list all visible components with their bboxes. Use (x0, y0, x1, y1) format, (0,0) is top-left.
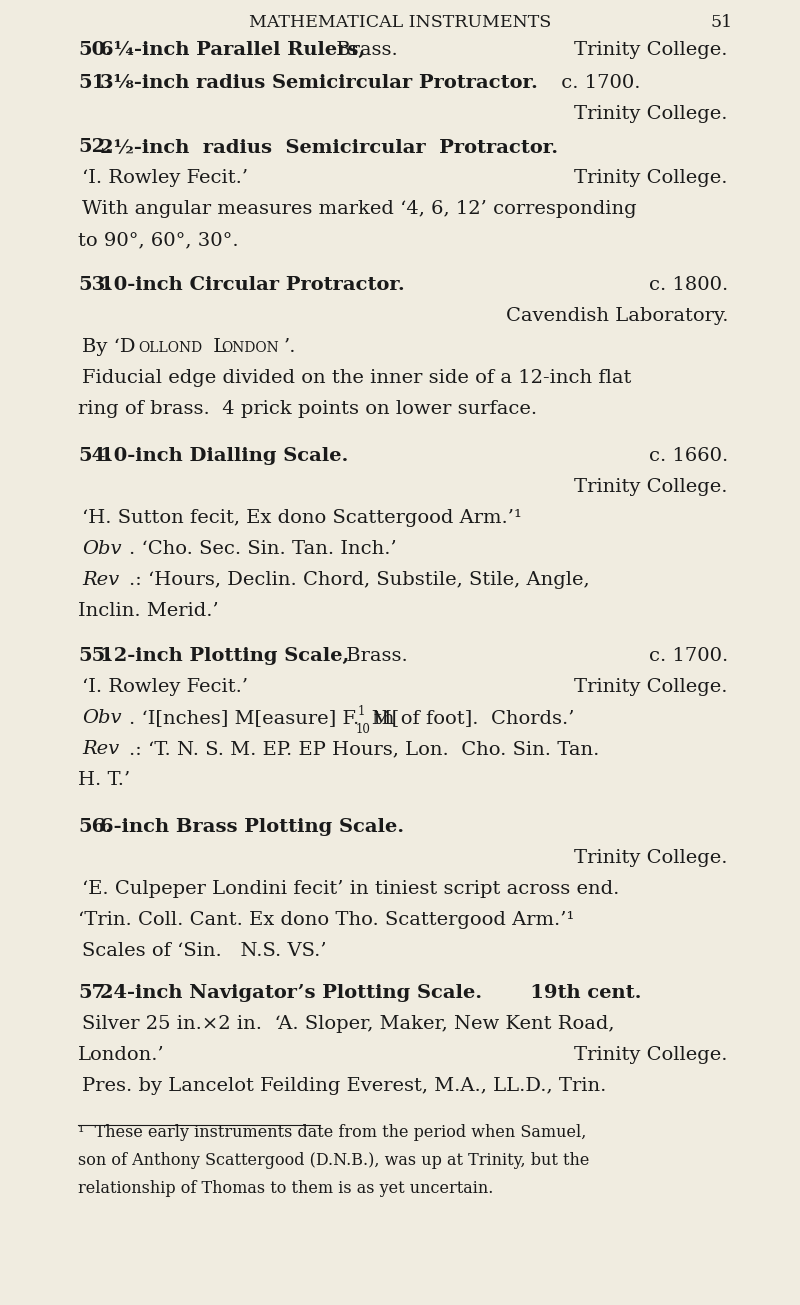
Text: Rev: Rev (82, 572, 119, 589)
Text: .: ‘Hours, Declin. Chord, Substile, Stile, Angle,: .: ‘Hours, Declin. Chord, Substile, Stil… (129, 572, 590, 589)
Text: ’.: ’. (284, 338, 297, 356)
Text: Trinity College.: Trinity College. (574, 40, 728, 59)
Text: Pres. by Lancelot Feilding Everest, M.A., LL.D., Trin.: Pres. by Lancelot Feilding Everest, M.A.… (82, 1077, 606, 1095)
Text: With angular measures marked ‘4, 6, 12’ corresponding: With angular measures marked ‘4, 6, 12’ … (82, 200, 637, 218)
Text: Trinity College.: Trinity College. (574, 104, 728, 123)
Text: .: ‘T. N. S. M. EP. EP Hours, Lon.  Cho. Sin. Tan.: .: ‘T. N. S. M. EP. EP Hours, Lon. Cho. … (129, 740, 599, 758)
Text: c. 1660.: c. 1660. (649, 448, 728, 465)
Text: OLLOND: OLLOND (138, 341, 202, 355)
Text: Brass.: Brass. (330, 40, 398, 59)
Text: Trinity College.: Trinity College. (574, 478, 728, 496)
Text: Rev: Rev (82, 740, 119, 758)
Text: Trinity College.: Trinity College. (574, 170, 728, 187)
Text: c. 1800.: c. 1800. (649, 275, 728, 294)
Text: . ‘Cho. Sec. Sin. Tan. Inch.’: . ‘Cho. Sec. Sin. Tan. Inch.’ (129, 540, 397, 559)
Text: L: L (207, 338, 226, 356)
Text: 50.: 50. (78, 40, 112, 59)
Text: Trinity College.: Trinity College. (574, 1047, 728, 1064)
Text: Trinity College.: Trinity College. (574, 679, 728, 696)
Text: ring of brass.  4 prick points on lower surface.: ring of brass. 4 prick points on lower s… (78, 401, 537, 418)
Text: c. 1700.: c. 1700. (649, 647, 728, 666)
Text: By ‘D: By ‘D (82, 338, 135, 356)
Text: c. 1700.: c. 1700. (555, 74, 641, 91)
Text: H. T.’: H. T.’ (78, 771, 130, 790)
Text: ‘H. Sutton fecit, Ex dono Scattergood Arm.’¹: ‘H. Sutton fecit, Ex dono Scattergood Ar… (82, 509, 522, 527)
Text: relationship of Thomas to them is as yet uncertain.: relationship of Thomas to them is as yet… (78, 1180, 494, 1197)
Text: 55.: 55. (78, 647, 112, 666)
Text: ONDON: ONDON (221, 341, 278, 355)
Text: ‘E. Culpeper Londini fecit’ in tiniest script across end.: ‘E. Culpeper Londini fecit’ in tiniest s… (82, 880, 619, 898)
Text: Fiducial edge divided on the inner side of a 12-inch flat: Fiducial edge divided on the inner side … (82, 369, 631, 388)
Text: 10-inch Dialling Scale.: 10-inch Dialling Scale. (100, 448, 348, 465)
Text: Cavendish Laboratory.: Cavendish Laboratory. (506, 307, 728, 325)
Text: 10: 10 (355, 723, 370, 736)
Text: son of Anthony Scattergood (D.N.B.), was up at Trinity, but the: son of Anthony Scattergood (D.N.B.), was… (78, 1152, 590, 1169)
Text: ‘Trin. Coll. Cant. Ex dono Tho. Scattergood Arm.’¹: ‘Trin. Coll. Cant. Ex dono Tho. Scatterg… (78, 911, 574, 929)
Text: Scales of ‘Sin.   N.S. VS.’: Scales of ‘Sin. N.S. VS.’ (82, 942, 326, 960)
Text: 53.: 53. (78, 275, 112, 294)
Text: 56.: 56. (78, 818, 112, 837)
Text: 57.: 57. (78, 984, 112, 1002)
Text: th of foot].  Chords.’: th of foot]. Chords.’ (374, 709, 574, 727)
Text: 6¼-inch Parallel Rulers,: 6¼-inch Parallel Rulers, (100, 40, 365, 59)
Text: MATHEMATICAL INSTRUMENTS: MATHEMATICAL INSTRUMENTS (249, 14, 551, 31)
Text: 1: 1 (358, 705, 365, 718)
Text: Inclin. Merid.’: Inclin. Merid.’ (78, 602, 218, 620)
Text: 12-inch Plotting Scale,: 12-inch Plotting Scale, (100, 647, 350, 666)
Text: 54.: 54. (78, 448, 112, 465)
Text: Trinity College.: Trinity College. (574, 850, 728, 867)
Text: Brass.: Brass. (340, 647, 408, 666)
Text: 10-inch Circular Protractor.: 10-inch Circular Protractor. (100, 275, 405, 294)
Text: ¹  These early instruments date from the period when Samuel,: ¹ These early instruments date from the … (78, 1124, 586, 1141)
Text: London.’: London.’ (78, 1047, 165, 1064)
Text: Obv: Obv (82, 540, 122, 559)
Text: 51.: 51. (78, 74, 112, 91)
Text: 3⅛-inch radius Semicircular Protractor.: 3⅛-inch radius Semicircular Protractor. (100, 74, 538, 91)
Text: Obv: Obv (82, 709, 122, 727)
Text: ‘I. Rowley Fecit.’: ‘I. Rowley Fecit.’ (82, 170, 248, 187)
Text: 24-inch Navigator’s Plotting Scale.: 24-inch Navigator’s Plotting Scale. (100, 984, 482, 1002)
Text: ‘I. Rowley Fecit.’: ‘I. Rowley Fecit.’ (82, 679, 248, 696)
Text: 6-inch Brass Plotting Scale.: 6-inch Brass Plotting Scale. (100, 818, 404, 837)
Text: . ‘I[nches] M[easure] F.  M[: . ‘I[nches] M[easure] F. M[ (129, 709, 399, 727)
Text: 51: 51 (711, 14, 733, 31)
Text: to 90°, 60°, 30°.: to 90°, 60°, 30°. (78, 231, 238, 249)
Text: 2½-inch  radius  Semicircular  Protractor.: 2½-inch radius Semicircular Protractor. (100, 138, 558, 157)
Text: 52.: 52. (78, 138, 112, 157)
Text: Silver 25 in.×2 in.  ‘A. Sloper, Maker, New Kent Road,: Silver 25 in.×2 in. ‘A. Sloper, Maker, N… (82, 1015, 614, 1034)
Text: 19th cent.: 19th cent. (510, 984, 642, 1002)
